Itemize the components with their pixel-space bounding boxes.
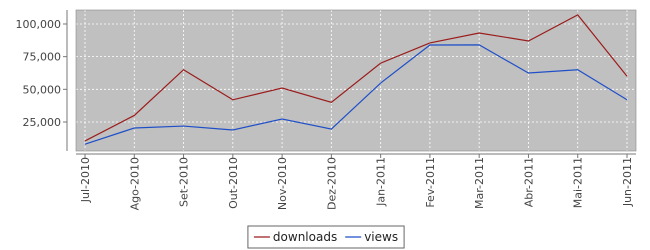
legend-label: views xyxy=(364,230,398,244)
line-series xyxy=(84,14,628,142)
plot-border xyxy=(75,9,637,152)
x-tick-label: Fev-2011 xyxy=(424,157,437,208)
x-tick-label: Out-2010 xyxy=(227,157,240,209)
y-tick-label: 50,000 xyxy=(23,83,62,96)
line-series xyxy=(84,44,628,145)
x-tick-label: Jan-2011 xyxy=(375,157,388,207)
legend: downloads views xyxy=(247,225,405,249)
x-tick-label: Set-2010 xyxy=(178,157,191,207)
x-tick-label: Jun-2011 xyxy=(621,157,634,207)
x-tick-label: Ago-2010 xyxy=(128,157,141,210)
x-tick-label: Mar-2011 xyxy=(473,157,486,209)
x-tick-label: Nov-2010 xyxy=(276,157,289,210)
legend-label: downloads xyxy=(273,230,337,244)
x-tick-label: Jul-2010 xyxy=(79,157,92,203)
y-tick-label: 25,000 xyxy=(23,116,62,129)
y-tick-label: 100,000 xyxy=(16,18,62,31)
x-tick-label: Abr-2011 xyxy=(522,157,535,207)
y-tick-label: 75,000 xyxy=(23,51,62,64)
x-tick-label: Dez-2010 xyxy=(325,157,338,210)
plot-area xyxy=(76,10,636,151)
x-tick-label: Mai-2011 xyxy=(572,157,585,208)
legend-box xyxy=(247,225,405,249)
